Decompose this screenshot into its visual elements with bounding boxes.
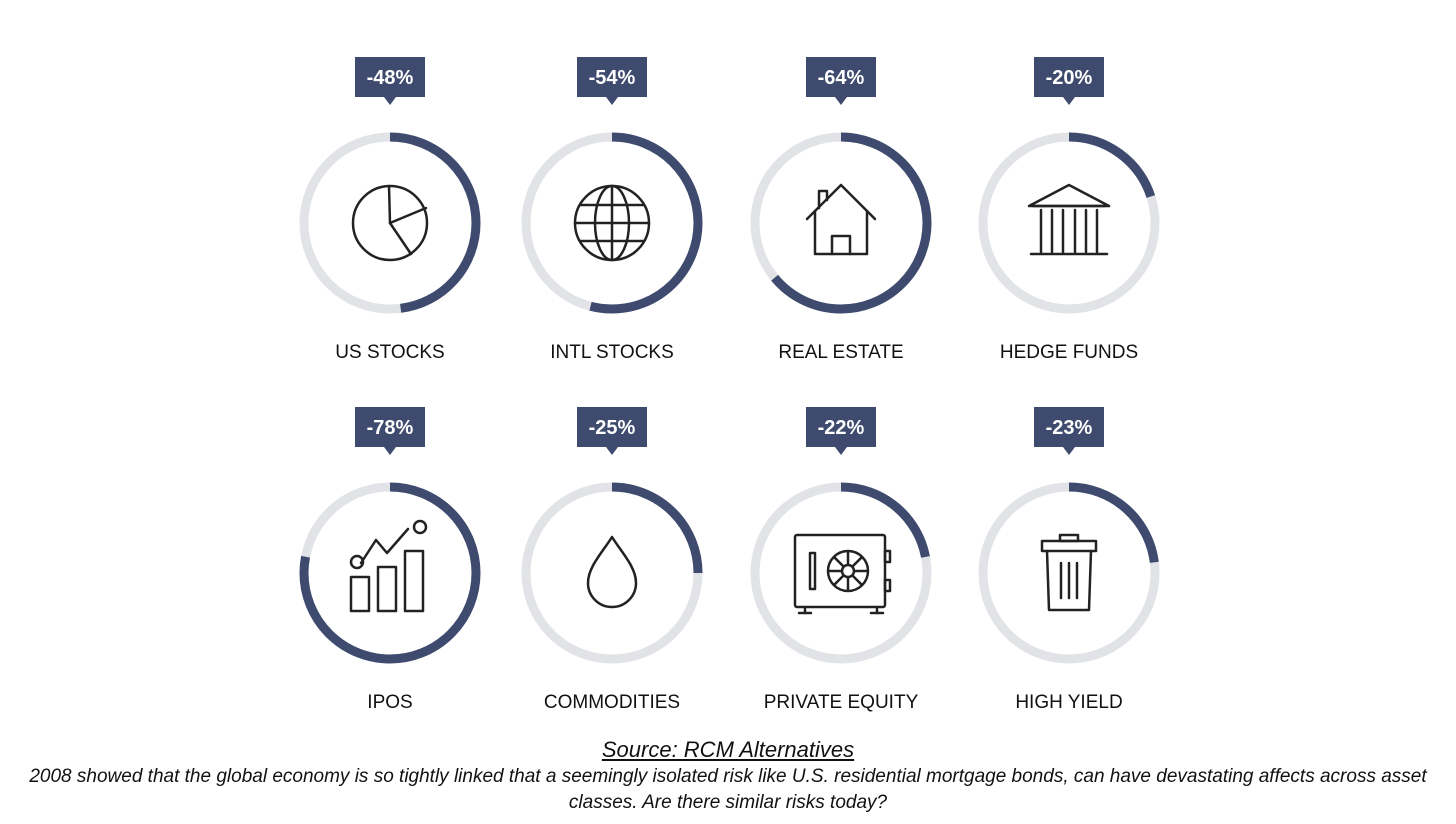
value-callout <box>577 57 647 97</box>
value-callout <box>1034 57 1104 97</box>
category-label: HEDGE FUNDS <box>1000 342 1138 363</box>
value-label: -22% <box>818 417 865 439</box>
value-callout <box>806 57 876 97</box>
safe-icon <box>793 533 892 615</box>
value-label: -25% <box>589 417 636 439</box>
drop-icon <box>586 535 638 609</box>
donut-item: -25% COMMODITIES <box>521 407 703 713</box>
callout-pointer <box>606 97 618 105</box>
globe-icon <box>573 184 651 262</box>
callout-pointer <box>835 97 847 105</box>
growth-chart-icon <box>349 519 428 613</box>
donut-fill-arc <box>978 132 1160 314</box>
value-callout <box>355 407 425 447</box>
donut-item: -78% IPOS <box>299 407 481 713</box>
value-label: -78% <box>367 417 414 439</box>
donut-fill-arc <box>521 132 703 314</box>
donut-fill-arc <box>978 482 1160 664</box>
donut-fill-arc <box>299 482 481 664</box>
donut-fill-arc <box>521 482 703 664</box>
donut-fill-arc <box>750 132 932 314</box>
value-label: -23% <box>1046 417 1093 439</box>
donut-fill-arc <box>750 482 932 664</box>
value-callout <box>355 57 425 97</box>
donut-item: -23% HIGH YIELD <box>978 407 1160 713</box>
value-label: -64% <box>818 67 865 89</box>
value-callout <box>806 407 876 447</box>
donut-item: -22% PRIVATE EQUITY <box>750 407 932 713</box>
bank-icon <box>1027 183 1111 256</box>
source-credit: Source: RCM Alternatives <box>601 737 855 762</box>
donut-item: -20% HEDGE FUNDS <box>978 57 1160 363</box>
value-callout <box>1034 407 1104 447</box>
value-label: -20% <box>1046 67 1093 89</box>
pie-chart-icon <box>351 184 429 262</box>
value-label: -54% <box>589 67 636 89</box>
callout-pointer <box>384 97 396 105</box>
category-label: COMMODITIES <box>544 692 680 713</box>
value-label: -48% <box>367 67 414 89</box>
category-label: HIGH YIELD <box>1015 692 1122 713</box>
trash-can-icon <box>1040 533 1098 612</box>
callout-pointer <box>1063 447 1075 455</box>
callout-pointer <box>384 447 396 455</box>
house-icon <box>805 183 877 256</box>
callout-pointer <box>606 447 618 455</box>
callout-pointer <box>835 447 847 455</box>
footer: Source: RCM Alternatives 2008 showed tha… <box>0 736 1456 816</box>
donut-fill-arc <box>299 132 481 314</box>
caption: 2008 showed that the global economy is s… <box>29 766 1427 813</box>
value-callout <box>577 407 647 447</box>
category-label: REAL ESTATE <box>778 342 903 363</box>
category-label: INTL STOCKS <box>550 342 674 363</box>
category-label: IPOS <box>367 692 412 713</box>
donut-item: -48% US STOCKS <box>299 57 481 363</box>
category-label: US STOCKS <box>335 342 444 363</box>
callout-pointer <box>1063 97 1075 105</box>
donut-item: -64% REAL ESTATE <box>750 57 932 363</box>
category-label: PRIVATE EQUITY <box>764 692 919 713</box>
donut-item: -54% INTL STOCKS <box>521 57 703 363</box>
